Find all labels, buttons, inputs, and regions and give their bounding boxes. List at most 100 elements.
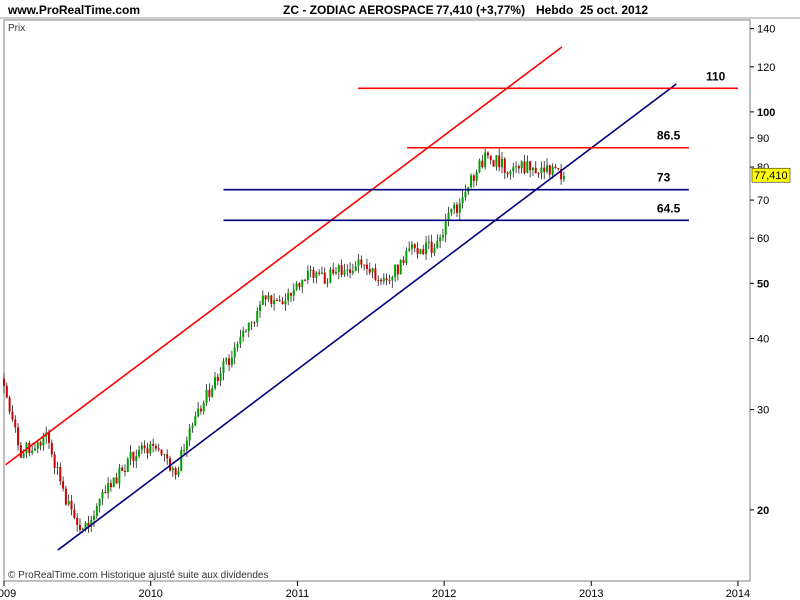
candle-body xyxy=(81,528,84,530)
candle-body xyxy=(152,443,155,446)
candle-body xyxy=(149,443,152,454)
candle-body xyxy=(76,517,79,525)
candle-body xyxy=(450,208,453,213)
x-axis: 2009 2010 2011 2012 2013 2014 xyxy=(0,581,750,600)
candle-body xyxy=(129,451,132,459)
candle-body xyxy=(430,241,433,254)
last-price-tag-label: 77,410 xyxy=(754,170,788,182)
candle-body xyxy=(87,522,90,527)
candle-body xyxy=(199,408,202,412)
candle-body xyxy=(239,336,242,344)
site-name[interactable]: www.ProRealTime.com xyxy=(7,3,140,17)
candle-body xyxy=(315,272,318,278)
candle-body xyxy=(8,397,11,412)
candle-body xyxy=(363,264,366,266)
candle-body xyxy=(534,167,537,174)
candle-body xyxy=(19,445,22,458)
candle-body xyxy=(427,241,430,243)
candle-body xyxy=(225,358,228,362)
candle-body xyxy=(256,310,259,323)
candle-body xyxy=(109,483,112,488)
candle-body xyxy=(515,165,518,168)
candle-body xyxy=(115,477,118,484)
candle-body xyxy=(399,259,402,275)
candle-body xyxy=(36,442,39,449)
x-tick-label: 2010 xyxy=(138,588,162,600)
candle-body xyxy=(126,458,129,472)
candle-body xyxy=(261,295,264,305)
candle-body xyxy=(562,175,565,180)
candle-body xyxy=(14,419,17,428)
chart-period: Hebdo xyxy=(536,3,573,17)
candle-body xyxy=(270,295,273,305)
candle-body xyxy=(163,454,166,456)
candle-body xyxy=(408,248,411,251)
candle-body xyxy=(233,347,236,358)
candle-body xyxy=(520,161,523,169)
candle-body xyxy=(335,271,338,274)
candle-body xyxy=(560,169,563,180)
instrument-title: ZC - ZODIAC AEROSPACE xyxy=(283,3,434,17)
candle-body xyxy=(42,436,45,446)
candle-body xyxy=(326,282,329,284)
candle-body xyxy=(3,378,5,386)
last-price-tag: 77,410 xyxy=(751,167,791,183)
last-price-tag-box xyxy=(751,167,791,183)
candle-body xyxy=(59,467,62,482)
candle-body xyxy=(67,500,70,505)
candle-body xyxy=(332,269,335,274)
footer-note: © ProRealTime.com Historique ajusté suit… xyxy=(8,570,268,581)
x-tick-label: 2009 xyxy=(0,588,16,600)
candle-body xyxy=(197,408,200,417)
candle-body xyxy=(295,283,298,290)
candle-body xyxy=(53,454,56,468)
candle-body xyxy=(112,477,115,488)
candle-body xyxy=(135,456,138,462)
candle-body xyxy=(33,448,36,451)
candle-body xyxy=(298,283,301,287)
candle-body xyxy=(396,264,399,275)
candle-body xyxy=(5,385,8,398)
candle-body xyxy=(357,259,360,266)
candle-body xyxy=(284,300,287,305)
candle-body xyxy=(470,175,473,188)
candle-body xyxy=(39,442,42,446)
instrument-quote: 77,410 (+3,77%) xyxy=(436,3,525,17)
candle-body xyxy=(95,506,98,516)
candle-body xyxy=(484,152,487,168)
candle-body xyxy=(410,244,413,249)
candle-body xyxy=(154,445,157,449)
candle-body xyxy=(455,204,458,213)
candle-body xyxy=(259,304,262,311)
candle-body xyxy=(123,470,126,472)
candle-body xyxy=(244,330,247,332)
candle-body xyxy=(146,448,149,454)
candle-body xyxy=(548,165,551,175)
candle-body xyxy=(93,515,96,520)
candle-body xyxy=(475,172,478,181)
candle-body xyxy=(391,277,394,281)
candle-body xyxy=(461,197,464,204)
candle-body xyxy=(138,449,141,457)
candle-body xyxy=(498,155,501,168)
candle-body xyxy=(543,167,546,172)
candle-body xyxy=(281,301,284,305)
y-tick-label: 140 xyxy=(757,24,775,36)
y-tick-label: 120 xyxy=(757,62,775,74)
candle-body xyxy=(425,242,428,255)
candle-body xyxy=(219,373,222,381)
trendlines-layer: 110 86.5 73 64.5 xyxy=(5,46,738,551)
candle-body xyxy=(458,203,461,213)
candle-body xyxy=(422,249,425,255)
candle-body xyxy=(107,483,110,494)
candle-body xyxy=(447,212,450,220)
candle-body xyxy=(517,165,520,169)
candle-body xyxy=(62,481,65,489)
candle-body xyxy=(306,270,309,280)
panel-label: Prix xyxy=(8,23,25,34)
candle-body xyxy=(351,271,354,273)
candle-body xyxy=(118,467,121,484)
candle-body xyxy=(174,468,177,476)
